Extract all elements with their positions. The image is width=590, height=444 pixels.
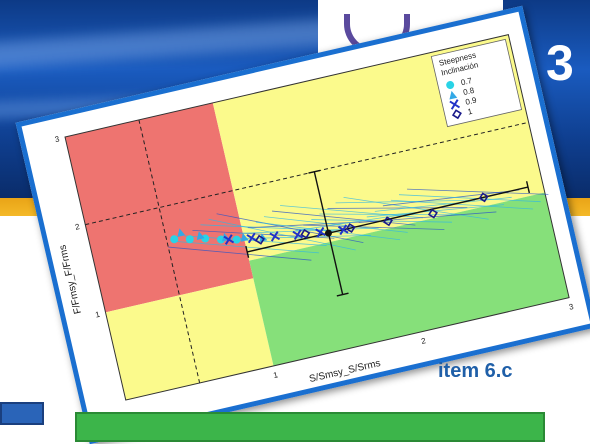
data-point-0.7	[170, 235, 179, 244]
zone-overfished-overfishing	[65, 102, 254, 313]
data-point-0.9	[223, 234, 235, 245]
data-point-0.9	[292, 229, 304, 241]
y-axis-label: F/Fmsy_F/Frms	[57, 244, 84, 315]
uncertainty-band-line	[366, 204, 505, 218]
data-points-layer	[170, 192, 489, 245]
data-point-0.9	[315, 226, 326, 238]
uncertainty-band-line	[374, 196, 512, 212]
reference-line-horizontal	[85, 121, 529, 226]
x-tick-label: 2	[420, 336, 427, 346]
x-tick-label: 3	[568, 302, 575, 312]
data-point-0.7	[232, 235, 241, 244]
legend-label: 0.8	[462, 86, 475, 97]
legend-label: 1	[467, 107, 474, 117]
legend-marker-0.7	[446, 80, 455, 89]
data-point-0.8	[177, 228, 186, 238]
next-arrow-icon[interactable]	[0, 402, 44, 425]
zone-healthy	[249, 192, 570, 366]
item-label: item 6.c	[438, 360, 513, 382]
tick-labels-layer: 1 2 3 1 2 3	[54, 134, 575, 380]
reference-line-vertical	[138, 119, 201, 384]
legend-marker-1	[451, 109, 462, 120]
data-point-0.7	[185, 235, 194, 244]
uncertainty-band-line	[327, 207, 468, 209]
legend: Steepness Inclinación 0.70.80.91	[430, 38, 523, 128]
summary-x-error-cap	[245, 245, 250, 258]
plot-frame	[64, 34, 570, 401]
y-tick-label: 1	[94, 310, 101, 320]
uncertainty-band-line	[216, 213, 364, 244]
data-point-0.8	[196, 231, 205, 240]
legend-label: 0.9	[465, 95, 478, 106]
legend-marker-0.8	[449, 90, 458, 100]
x-axis-label: S/Smsy_S/Srms	[308, 358, 381, 385]
uncertainty-band-line	[407, 188, 549, 195]
data-point-1	[383, 216, 394, 227]
uncertainty-band-line	[390, 199, 534, 210]
uncertainty-band-line	[280, 205, 424, 219]
data-point-0.7	[216, 235, 225, 244]
data-point-1	[345, 223, 356, 234]
data-point-0.9	[337, 224, 349, 236]
reference-lines-layer	[85, 119, 529, 384]
uncertainty-band-line	[343, 196, 489, 220]
y-tick-label: 3	[54, 134, 61, 144]
uncertainty-band-line	[239, 227, 379, 234]
data-point-0.9	[246, 232, 258, 244]
legend-marker-0.9	[449, 99, 461, 110]
data-point-0.9	[269, 230, 281, 242]
slide-number: 3	[546, 35, 574, 91]
y-tick-label: 2	[74, 222, 81, 232]
data-point-0.7	[201, 234, 210, 243]
uncertainty-band-line	[176, 241, 320, 254]
uncertainty-band-layer	[168, 169, 549, 297]
summary-x-error-cap	[525, 181, 531, 194]
data-point-1	[254, 234, 265, 245]
summary-y-error-cap	[308, 169, 321, 174]
uncertainty-band-line	[335, 199, 476, 204]
summary-x-error-bar	[247, 186, 529, 253]
legend-label: 0.7	[460, 76, 473, 87]
data-point-1	[300, 228, 311, 239]
summary-point	[324, 229, 332, 237]
uncertainty-band-line	[271, 210, 416, 226]
x-tick-label: 1	[272, 370, 279, 380]
data-point-1	[427, 208, 438, 219]
summary-y-error-cap	[336, 292, 349, 297]
kobe-plot-card: 1 2 3 1 2 3 S/Smsy_S/Srms F/Fmsy_F/Frms Steep…	[15, 5, 590, 444]
legend-entries: 0.70.80.91	[446, 76, 478, 120]
data-point-0.8	[240, 233, 249, 242]
uncertainty-band-line	[398, 194, 541, 203]
data-point-1	[478, 192, 489, 203]
uncertainty-band-line	[168, 246, 312, 261]
kobe-plot: 1 2 3 1 2 3 S/Smsy_S/Srms F/Fmsy_F/Frms Steep…	[54, 34, 575, 401]
green-text-box	[75, 412, 545, 442]
